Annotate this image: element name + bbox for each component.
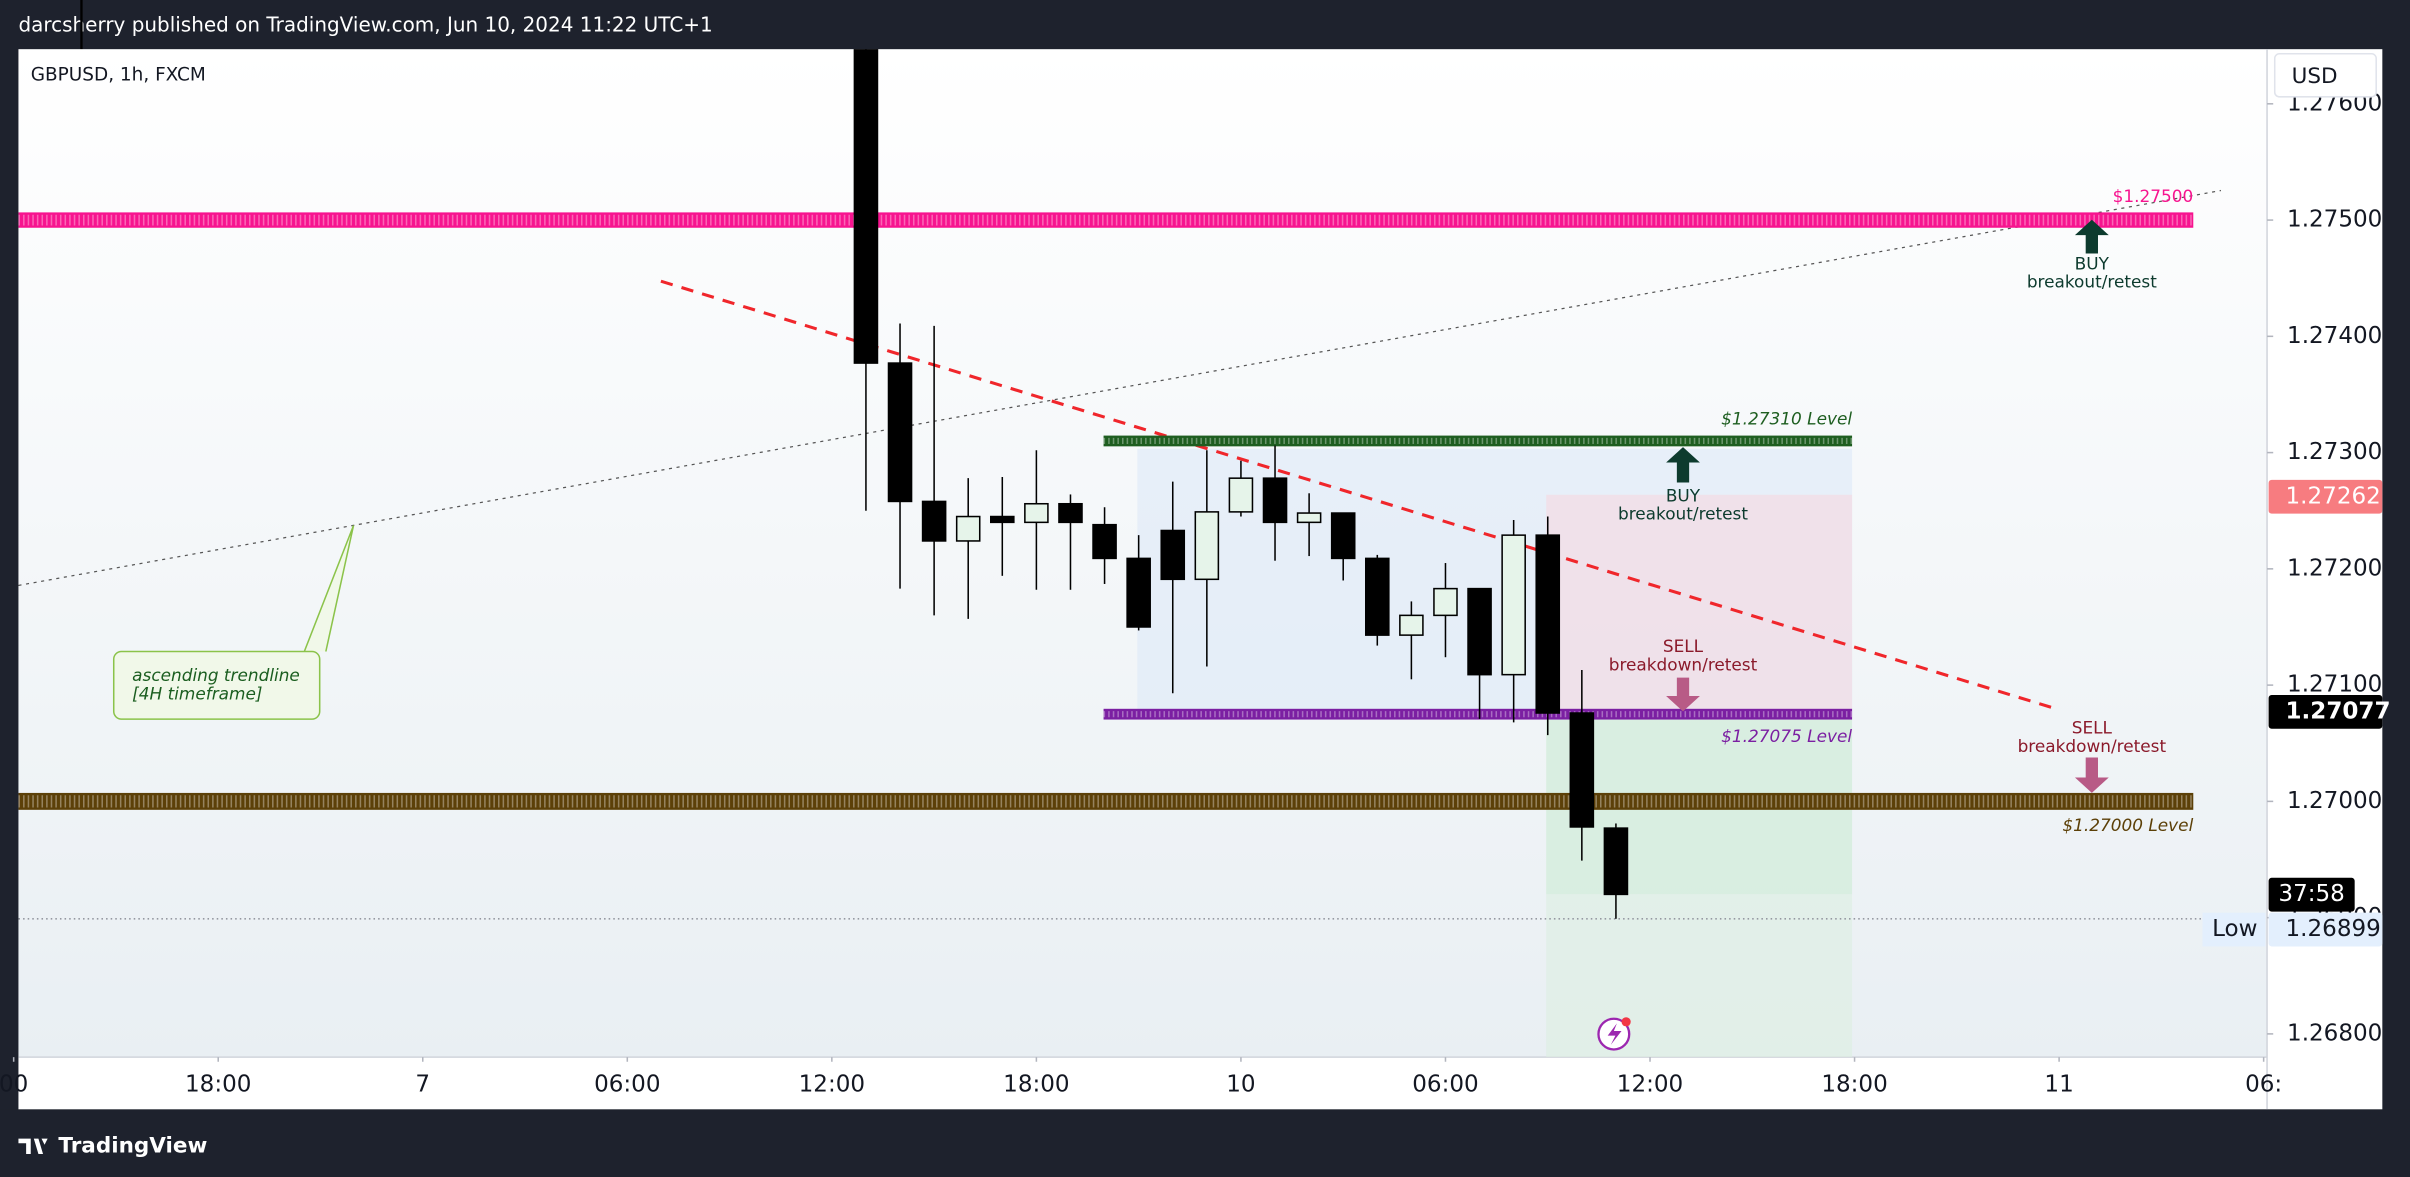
candle-body <box>1058 502 1083 524</box>
level-band <box>1103 708 1853 720</box>
candle-body <box>955 515 981 542</box>
signal-text: breakout/retest <box>2027 272 2157 292</box>
plot: ascending trendline [4H timeframe] $1.27… <box>18 49 2268 1058</box>
x-tick-label: 06: <box>2245 1071 2282 1097</box>
price-tag-label: 1.27262 <box>2286 483 2381 509</box>
signal-action: BUY <box>1666 485 1701 505</box>
header: darcsherry published on TradingView.com,… <box>18 13 712 37</box>
event-icon-bolt <box>1607 1023 1622 1045</box>
callout-text: ascending trendline <box>132 665 300 685</box>
candle-body <box>1296 512 1322 524</box>
y-tick-label: 1.26800 <box>2287 1020 2382 1046</box>
currency-button[interactable] <box>2273 53 2377 98</box>
callout-box <box>112 650 321 720</box>
x-tick-label: 11 <box>2044 1071 2073 1097</box>
level-band <box>18 212 2194 228</box>
level-label: $1.27500 <box>2113 186 2194 206</box>
candle-body <box>1126 557 1151 628</box>
candle-body <box>1228 477 1254 513</box>
x-tick-label: 06:00 <box>594 1071 660 1097</box>
price-tag-name: Low <box>2212 916 2257 942</box>
x-tick-label: 18:00 <box>185 1071 251 1097</box>
short-zone <box>1546 494 1853 718</box>
price-tag-name-bg <box>2202 912 2266 947</box>
brand: TradingView <box>58 1133 207 1158</box>
price-tag-label: 1.26899 <box>2286 916 2381 942</box>
x-tick-label: 06:00 <box>1412 1071 1478 1097</box>
event-icon-dot <box>1621 1017 1631 1027</box>
y-tick-label: 1.27500 <box>2287 207 2382 233</box>
candle-body <box>1535 534 1561 714</box>
time-axis <box>18 1057 2268 1110</box>
y-tick-label: 1.27100 <box>2287 672 2382 698</box>
symbol: GBPUSD, 1h, FXCM <box>31 64 206 85</box>
x-tick-label: 18:00 <box>1003 1071 1069 1097</box>
candle-body <box>1092 523 1117 560</box>
signal-text: breakdown/retest <box>1609 654 1758 674</box>
brand-logo <box>18 1138 48 1154</box>
countdown-label: 37:58 <box>2278 881 2344 907</box>
callout-tail <box>303 525 355 652</box>
candle-body <box>1194 511 1220 581</box>
candle-body <box>1569 712 1595 828</box>
candle-body <box>1433 587 1458 617</box>
candle-body <box>1160 529 1186 581</box>
x-tick-label: 12:00 <box>799 1071 865 1097</box>
level-band <box>1103 435 1853 447</box>
candle-body <box>1501 534 1526 676</box>
descending-trendline <box>660 279 2061 712</box>
signal-arrow <box>2074 757 2109 793</box>
candle-body <box>1603 827 1629 896</box>
candle-body <box>1024 502 1049 524</box>
level-label: $1.27310 Level <box>1721 408 1852 428</box>
candle-body <box>1467 587 1492 676</box>
price-tag <box>2268 694 2383 729</box>
x-tick-label: 10 <box>1226 1071 1255 1097</box>
profit-zone <box>1546 894 1853 1058</box>
candle-body <box>1399 614 1424 636</box>
countdown-tag <box>2268 877 2355 912</box>
signal-arrow <box>1666 447 1700 483</box>
candle-body <box>887 362 913 503</box>
currency-button-label: USD <box>2292 64 2338 89</box>
signal-text: breakout/retest <box>1618 504 1748 524</box>
level-label: $1.27000 Level <box>2062 815 2193 835</box>
candle-body <box>921 500 947 542</box>
y-tick-label: 1.27200 <box>2287 555 2382 581</box>
level-band <box>18 792 2194 810</box>
signal-arrow <box>1666 677 1700 712</box>
candle-body <box>990 515 1015 524</box>
signal-arrow <box>2074 219 2109 254</box>
signal-text: breakdown/retest <box>2018 736 2167 756</box>
y-tick-label: 1.27400 <box>2287 323 2382 349</box>
price-tag <box>2268 912 2383 947</box>
candle-body <box>1364 557 1390 636</box>
footer <box>0 1109 2410 1177</box>
signal-action: SELL <box>1663 636 1704 656</box>
candle-body <box>1330 512 1356 560</box>
x-tick-label: 12:00 <box>1617 1071 1683 1097</box>
price-tag-label: 1.27077 <box>2286 698 2391 724</box>
signal-action: BUY <box>2075 253 2110 273</box>
x-tick-label: 18:00 <box>1821 1071 1887 1097</box>
x-tick-label: 00 <box>0 1071 28 1097</box>
candle-body <box>853 49 879 364</box>
signal-action: SELL <box>2072 717 2113 737</box>
price-tag <box>2268 479 2383 514</box>
level-label: $1.27075 Level <box>1721 726 1852 746</box>
callout-text: [4H timeframe] <box>132 684 262 704</box>
candle-body <box>1262 477 1288 524</box>
y-tick-label: 1.27000 <box>2287 788 2382 814</box>
y-tick-label: 1.27300 <box>2287 439 2382 465</box>
x-tick-label: 7 <box>415 1071 430 1097</box>
